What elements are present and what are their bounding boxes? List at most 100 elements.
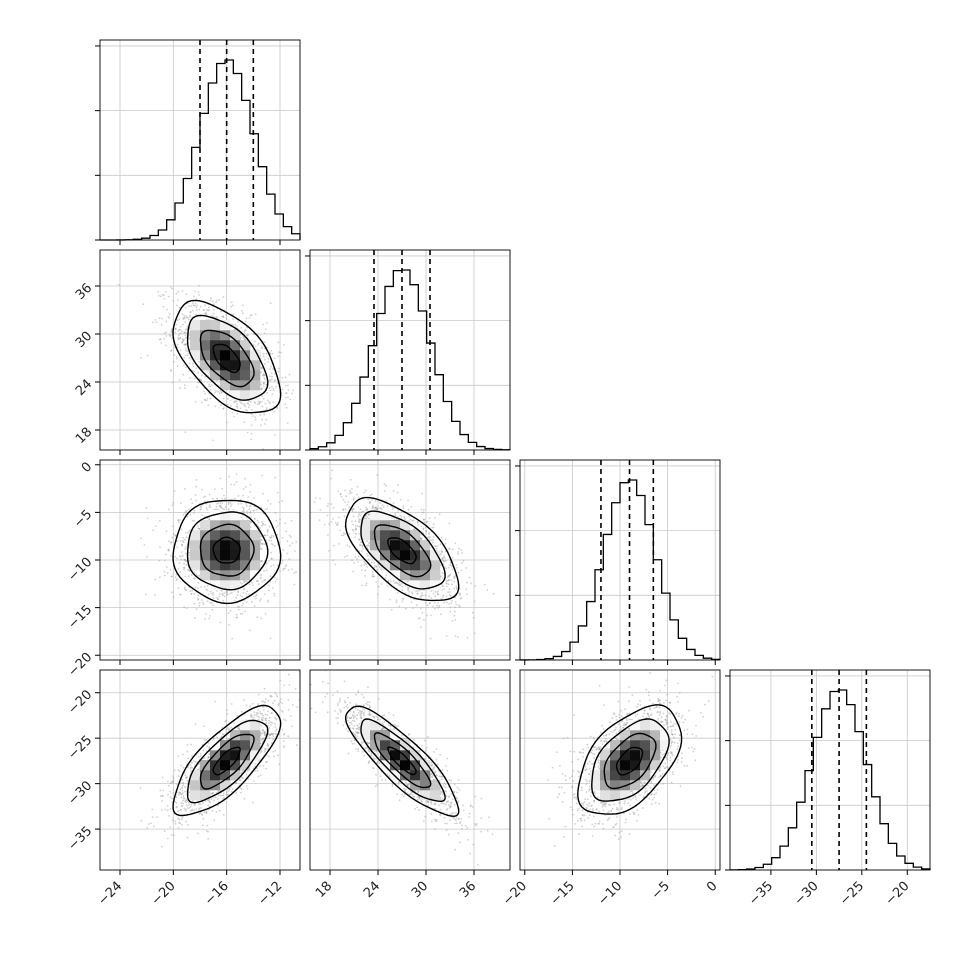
sample-point xyxy=(193,593,196,595)
sample-point xyxy=(260,367,263,369)
sample-point xyxy=(205,313,208,316)
sample-point xyxy=(193,602,196,605)
sample-point xyxy=(239,400,241,403)
sample-point xyxy=(365,563,368,566)
y-tick-label-2-1: −15 xyxy=(65,602,95,632)
sample-point xyxy=(219,504,222,507)
sample-point xyxy=(241,612,244,615)
sample-point xyxy=(176,546,179,548)
sample-point xyxy=(381,508,383,511)
sample-point xyxy=(242,312,244,314)
sample-point xyxy=(179,325,182,328)
sample-point xyxy=(177,568,180,570)
sample-point xyxy=(200,586,203,588)
sample-point xyxy=(394,514,397,517)
sample-point xyxy=(145,593,147,596)
sample-point xyxy=(354,525,357,527)
sample-point xyxy=(168,334,171,336)
density-bin xyxy=(230,540,241,551)
sample-point xyxy=(175,579,178,582)
sample-point xyxy=(207,404,210,406)
sample-point xyxy=(182,323,184,326)
sample-point xyxy=(250,521,253,523)
sample-point xyxy=(398,581,401,584)
sample-point xyxy=(439,552,442,555)
sample-point xyxy=(411,519,414,522)
sample-point xyxy=(272,387,275,390)
density-bin xyxy=(220,360,231,371)
sample-point xyxy=(183,343,186,346)
sample-point xyxy=(351,509,354,512)
sample-point xyxy=(198,308,201,311)
sample-point xyxy=(284,396,287,399)
sample-point xyxy=(230,591,233,594)
sample-point xyxy=(218,505,221,508)
sample-point xyxy=(171,536,174,539)
sample-point xyxy=(431,526,433,529)
sample-point xyxy=(206,589,209,591)
sample-point xyxy=(392,502,395,504)
sample-point xyxy=(248,505,251,508)
sample-point xyxy=(435,547,438,550)
sample-point xyxy=(203,586,206,588)
sample-point xyxy=(277,341,280,344)
sample-point xyxy=(197,527,200,530)
sample-point xyxy=(218,593,221,595)
density-bin xyxy=(250,350,261,361)
sample-point xyxy=(246,580,248,583)
sample-point xyxy=(210,592,213,595)
sample-point xyxy=(209,615,211,617)
sample-point xyxy=(187,568,190,571)
sample-point xyxy=(451,583,453,586)
sample-point xyxy=(415,590,418,593)
density-bin xyxy=(220,330,231,341)
density-bin xyxy=(250,550,261,561)
sample-point xyxy=(422,518,425,521)
sample-point xyxy=(140,356,142,359)
sample-point xyxy=(492,592,495,595)
sample-point xyxy=(426,520,429,523)
sample-point xyxy=(416,592,419,595)
sample-point xyxy=(454,635,457,637)
sample-point xyxy=(205,588,208,591)
sample-point xyxy=(275,526,278,528)
sample-point xyxy=(344,556,346,558)
sample-point xyxy=(402,507,405,510)
density-bin xyxy=(210,320,221,331)
sample-point xyxy=(375,581,378,583)
sample-point xyxy=(271,378,273,381)
sample-point xyxy=(349,478,352,481)
sample-point xyxy=(170,370,172,372)
sample-point xyxy=(183,317,186,319)
sample-point xyxy=(187,531,189,534)
sample-point xyxy=(443,560,446,563)
sample-point xyxy=(145,555,148,558)
sample-point xyxy=(246,510,248,513)
sample-point xyxy=(183,331,185,334)
sample-point xyxy=(391,506,394,509)
sample-point xyxy=(182,317,185,319)
sample-point xyxy=(371,571,374,573)
sample-point xyxy=(238,605,240,608)
sample-point xyxy=(401,585,404,588)
sample-point xyxy=(168,317,171,319)
sample-point xyxy=(237,495,240,497)
sample-point xyxy=(216,508,218,511)
sample-point xyxy=(180,543,183,546)
sample-point xyxy=(272,389,275,392)
sample-point xyxy=(429,536,432,539)
sample-point xyxy=(243,512,246,514)
sample-point xyxy=(448,564,451,566)
density-bin xyxy=(230,370,241,381)
sample-point xyxy=(281,537,284,539)
sample-point xyxy=(257,343,259,346)
sample-point xyxy=(264,402,267,405)
sample-point xyxy=(243,404,245,407)
sample-point xyxy=(279,570,282,572)
sample-point xyxy=(235,405,238,408)
sample-point xyxy=(217,598,220,600)
sample-point xyxy=(253,509,256,512)
sample-point xyxy=(351,510,354,513)
sample-point xyxy=(472,611,474,614)
sample-point xyxy=(334,522,337,524)
